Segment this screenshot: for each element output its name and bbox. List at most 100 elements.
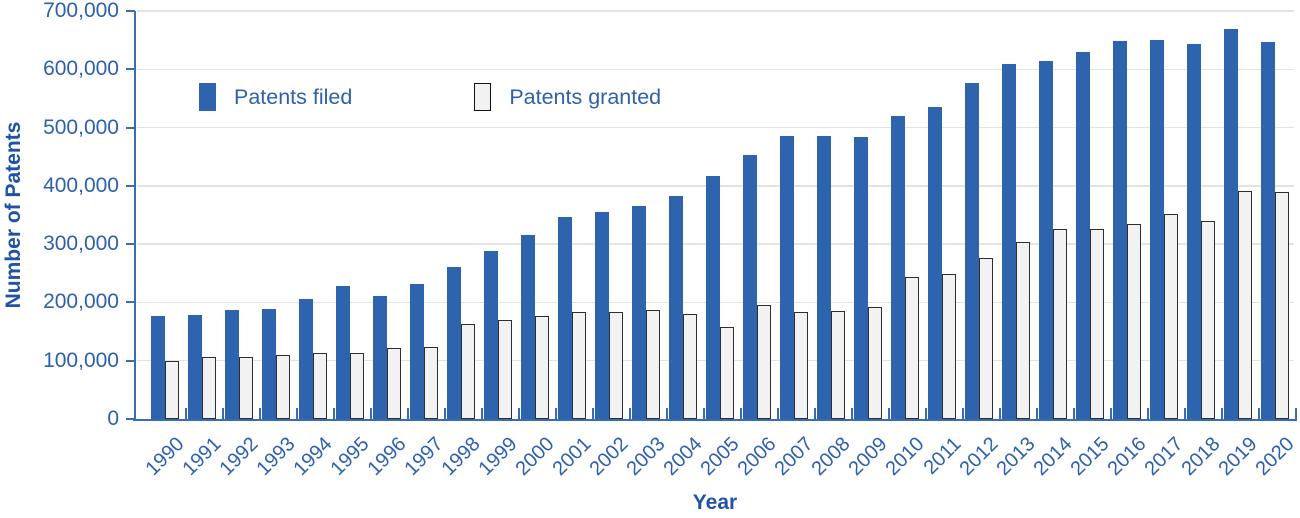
bar-patents-filed-2019 [1223,29,1238,419]
bar-patents-filed-2020 [1260,42,1275,419]
legend-swatch-granted-icon [474,83,492,111]
x-axis-tick [480,408,483,419]
bar-patents-filed-2015 [1075,51,1090,419]
bar-patents-granted-2004 [683,313,697,419]
legend-label-patents-granted: Patents granted [509,85,662,109]
gridline [137,126,1294,129]
legend-label-patents-filed: Patents filed [234,85,353,109]
y-axis-tick [126,10,135,12]
bar-patents-filed-2001 [557,217,572,419]
x-axis-tick [665,408,668,419]
x-axis-tick [258,408,261,419]
bar-patents-filed-2012 [964,82,979,419]
x-axis-tick [850,408,853,419]
x-axis-tick [1257,408,1260,419]
bar-patents-filed-1995 [335,286,350,419]
y-tick-label: 700,000 [43,0,119,22]
y-tick-label: 600,000 [43,57,119,81]
x-axis-tick [924,408,927,419]
gridline [137,68,1294,71]
x-axis-line [133,419,1297,422]
y-axis-tick [126,184,135,187]
bar-patents-granted-2019 [1238,191,1252,419]
bar-patents-filed-1993 [261,308,276,419]
bar-patents-granted-2005 [720,326,734,419]
bar-patents-filed-2014 [1038,60,1053,419]
legend-item-patents-filed: Patents filed [199,83,352,111]
bar-patents-granted-1994 [313,352,327,419]
x-axis-tick [591,408,594,419]
bar-patents-filed-2018 [1186,44,1201,419]
y-axis-tick [126,418,135,420]
bar-patents-filed-2011 [927,107,942,419]
x-axis-tick [295,408,298,419]
bar-patents-filed-2005 [705,175,720,419]
bar-patents-filed-2009 [853,137,868,419]
bar-patents-filed-2006 [742,154,757,419]
bar-patents-granted-1995 [350,352,364,419]
x-axis-title: Year [692,491,738,514]
x-axis-tick [961,408,964,419]
bar-patents-granted-2009 [868,307,882,419]
bar-patents-granted-2012 [979,257,993,419]
bar-patents-filed-1999 [483,250,498,419]
x-axis-tick [443,408,446,419]
y-tick-label: 200,000 [43,290,119,314]
x-axis-tick [1220,408,1223,419]
x-axis-tick [628,408,631,419]
x-axis-tick [517,408,520,419]
x-axis-tick [998,408,1001,419]
x-axis-tick [184,408,187,419]
legend-item-patents-granted: Patents granted [474,83,661,111]
y-axis-tick [126,359,135,362]
bar-patents-filed-2000 [520,235,535,419]
bar-patents-filed-2017 [1149,39,1164,419]
bar-patents-granted-2020 [1275,192,1289,419]
bar-patents-granted-1998 [461,323,475,419]
x-axis-tick [1146,408,1149,419]
chart-legend: Patents filed Patents granted [199,83,661,111]
bar-patents-granted-2008 [831,311,845,419]
bar-patents-filed-2016 [1112,40,1127,419]
bar-patents-granted-1991 [202,356,216,419]
bar-patents-granted-1993 [276,354,290,419]
x-axis-tick [739,408,742,419]
x-axis-tick [332,408,335,419]
bar-patents-filed-2003 [631,205,646,419]
bar-patents-filed-2013 [1001,64,1016,419]
bar-patents-granted-2015 [1090,228,1104,419]
x-axis-tick [221,408,224,419]
bar-patents-granted-2007 [794,312,808,419]
bar-patents-filed-1996 [372,296,387,419]
x-axis-tick [1072,408,1075,419]
y-axis-tick [126,126,135,129]
bar-patents-granted-2001 [572,311,586,419]
bar-patents-filed-2002 [594,211,609,419]
bar-patents-granted-2002 [609,311,623,419]
bar-patents-filed-1990 [150,316,165,419]
bar-patents-granted-2017 [1164,213,1178,419]
bar-patents-filed-1997 [409,283,424,419]
x-axis-tick [702,408,705,419]
y-tick-label: 0 [107,407,119,430]
bar-patents-granted-2011 [942,274,956,419]
x-axis-tick [887,408,890,419]
y-axis-tick [126,243,135,246]
bar-patents-filed-1994 [298,298,313,419]
bar-patents-granted-1999 [498,320,512,419]
bar-patents-granted-2006 [757,304,771,419]
y-axis-tick [126,301,135,304]
y-tick-label: 400,000 [43,173,119,197]
bar-patents-granted-2018 [1201,220,1215,419]
bar-patents-filed-2010 [890,115,905,419]
bar-patents-filed-2004 [668,196,683,419]
bar-patents-granted-2016 [1127,224,1141,419]
y-axis-tick [126,68,135,71]
x-axis-tick [1183,408,1186,419]
bar-patents-filed-1998 [446,266,461,419]
legend-swatch-filed-icon [199,83,216,111]
bar-patents-granted-1997 [424,346,438,419]
bar-patents-filed-2008 [816,136,831,419]
bar-patents-filed-2007 [779,136,794,419]
